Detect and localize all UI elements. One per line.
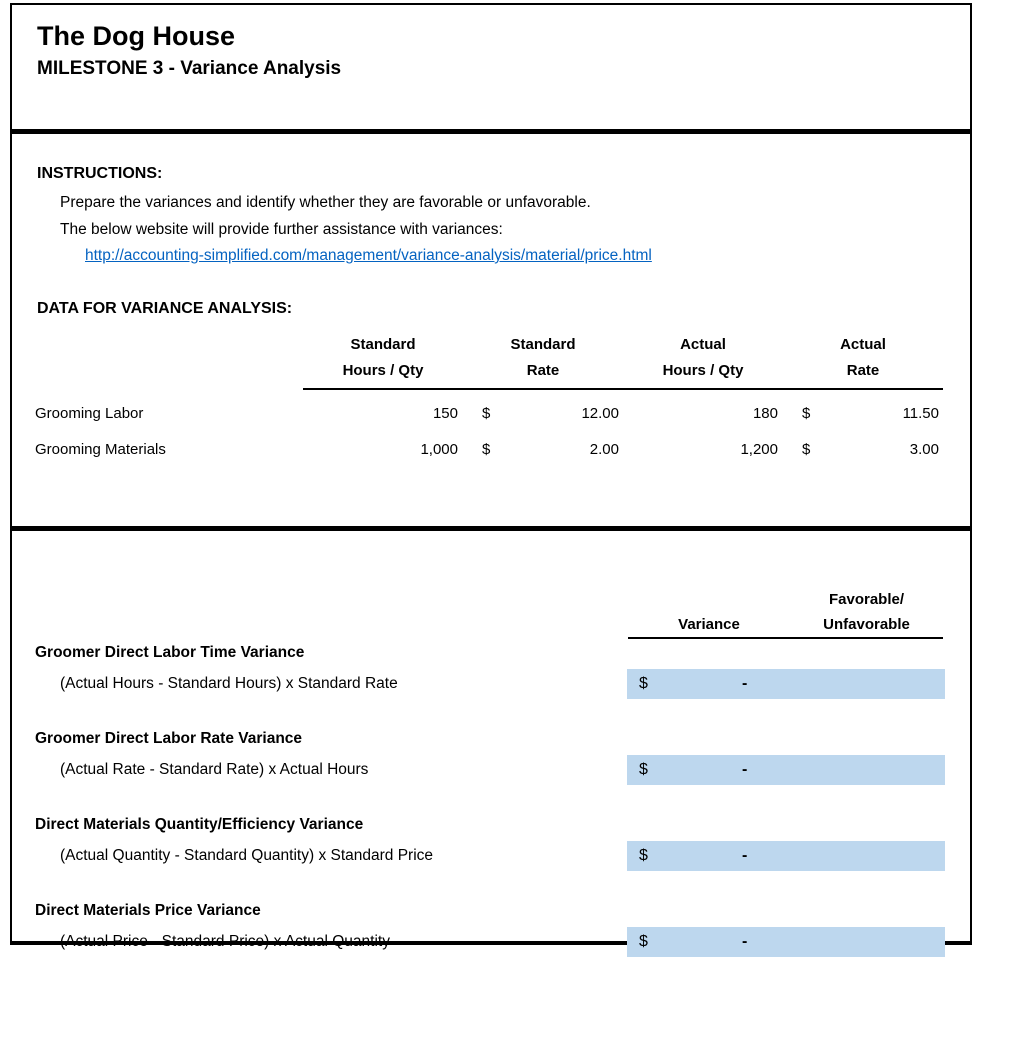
value-dash: - (742, 847, 748, 864)
assistance-link[interactable]: http://accounting-simplified.com/managem… (85, 247, 652, 264)
variance-input-cell[interactable]: $ - (627, 927, 945, 957)
standard-qty-cell: 1,000 (420, 441, 458, 458)
variance-formula: (Actual Hours - Standard Hours) x Standa… (60, 675, 398, 692)
rate-value: 2.00 (589, 441, 619, 458)
instruction-line-1: Prepare the variances and identify wheth… (60, 194, 591, 211)
row-label: Grooming Labor (35, 405, 144, 422)
actual-qty-cell: 1,200 (740, 441, 778, 458)
favorable-header-line1: Favorable/ (828, 591, 905, 608)
variance-item-title: Groomer Direct Labor Rate Variance (35, 730, 303, 747)
currency-symbol: $ (482, 441, 491, 458)
actual-rate-cell: $ 11.50 (783, 404, 943, 423)
variance-section: Favorable/ Variance Unfavorable Groomer … (12, 587, 970, 1041)
variance-formula: (Actual Price - Standard Price) x Actual… (60, 933, 390, 950)
col-header-standard-rate: Standard Rate (510, 336, 576, 379)
variance-item-title: Groomer Direct Labor Time Variance (35, 644, 305, 661)
value-dash: - (742, 761, 748, 778)
value-dash: - (742, 675, 748, 692)
variance-item-materials-price: Direct Materials Price Variance (Actual … (12, 901, 970, 957)
variance-column-header: Variance (678, 616, 740, 633)
actual-rate-cell: $ 3.00 (783, 440, 943, 459)
page-subtitle: MILESTONE 3 - Variance Analysis (37, 58, 342, 79)
variance-item-labor-time: Groomer Direct Labor Time Variance (Actu… (12, 643, 970, 699)
table-row: Grooming Labor 150 $ 12.00 180 $ 11.50 (35, 404, 970, 423)
currency-symbol: $ (639, 847, 648, 864)
section-divider (12, 526, 970, 531)
variance-item-labor-rate: Groomer Direct Labor Rate Variance (Actu… (12, 729, 970, 785)
row-label: Grooming Materials (35, 441, 166, 458)
currency-symbol: $ (482, 405, 491, 422)
currency-symbol: $ (639, 933, 648, 950)
variance-item-title: Direct Materials Quantity/Efficiency Var… (35, 816, 364, 833)
standard-rate-cell: $ 2.00 (463, 440, 623, 459)
actual-qty-cell: 180 (752, 405, 778, 422)
table-row: Grooming Materials 1,000 $ 2.00 1,200 $ … (35, 440, 970, 459)
rate-value: 3.00 (909, 441, 939, 458)
col-header-actual-rate: Actual Rate (840, 336, 886, 379)
currency-symbol: $ (639, 761, 648, 778)
rate-value: 11.50 (902, 405, 939, 422)
currency-symbol: $ (802, 441, 811, 458)
currency-symbol: $ (802, 405, 811, 422)
page-title: The Dog House (37, 21, 236, 51)
data-heading: DATA FOR VARIANCE ANALYSIS: (37, 300, 293, 317)
data-table-header-row: Standard Hours / Qty Standard Rate Actua… (303, 332, 943, 390)
variance-input-cell[interactable]: $ - (627, 841, 945, 871)
variance-header-block: Favorable/ Variance Unfavorable (628, 587, 943, 639)
variance-item-title: Direct Materials Price Variance (35, 902, 261, 919)
value-dash: - (742, 933, 748, 950)
variance-formula: (Actual Quantity - Standard Quantity) x … (60, 847, 434, 864)
col-header-standard-qty: Standard Hours / Qty (342, 336, 424, 379)
instruction-line-2: The below website will provide further a… (60, 221, 503, 238)
col-header-actual-qty: Actual Hours / Qty (662, 336, 744, 379)
favorable-header-line2: Unfavorable (823, 616, 910, 633)
variance-input-cell[interactable]: $ - (627, 669, 945, 699)
standard-rate-cell: $ 12.00 (463, 404, 623, 423)
instructions-data-section: INSTRUCTIONS: Prepare the variances and … (12, 164, 970, 526)
rate-value: 12.00 (581, 405, 619, 422)
variance-formula: (Actual Rate - Standard Rate) x Actual H… (60, 761, 369, 778)
standard-qty-cell: 150 (432, 405, 458, 422)
currency-symbol: $ (639, 675, 648, 692)
variance-input-cell[interactable]: $ - (627, 755, 945, 785)
instructions-heading: INSTRUCTIONS: (37, 165, 163, 182)
section-divider (12, 129, 970, 134)
title-section: The Dog House MILESTONE 3 - Variance Ana… (12, 19, 970, 129)
assistance-link-row: http://accounting-simplified.com/managem… (85, 246, 970, 266)
worksheet: The Dog House MILESTONE 3 - Variance Ana… (10, 3, 972, 957)
variance-item-materials-quantity: Direct Materials Quantity/Efficiency Var… (12, 815, 970, 871)
